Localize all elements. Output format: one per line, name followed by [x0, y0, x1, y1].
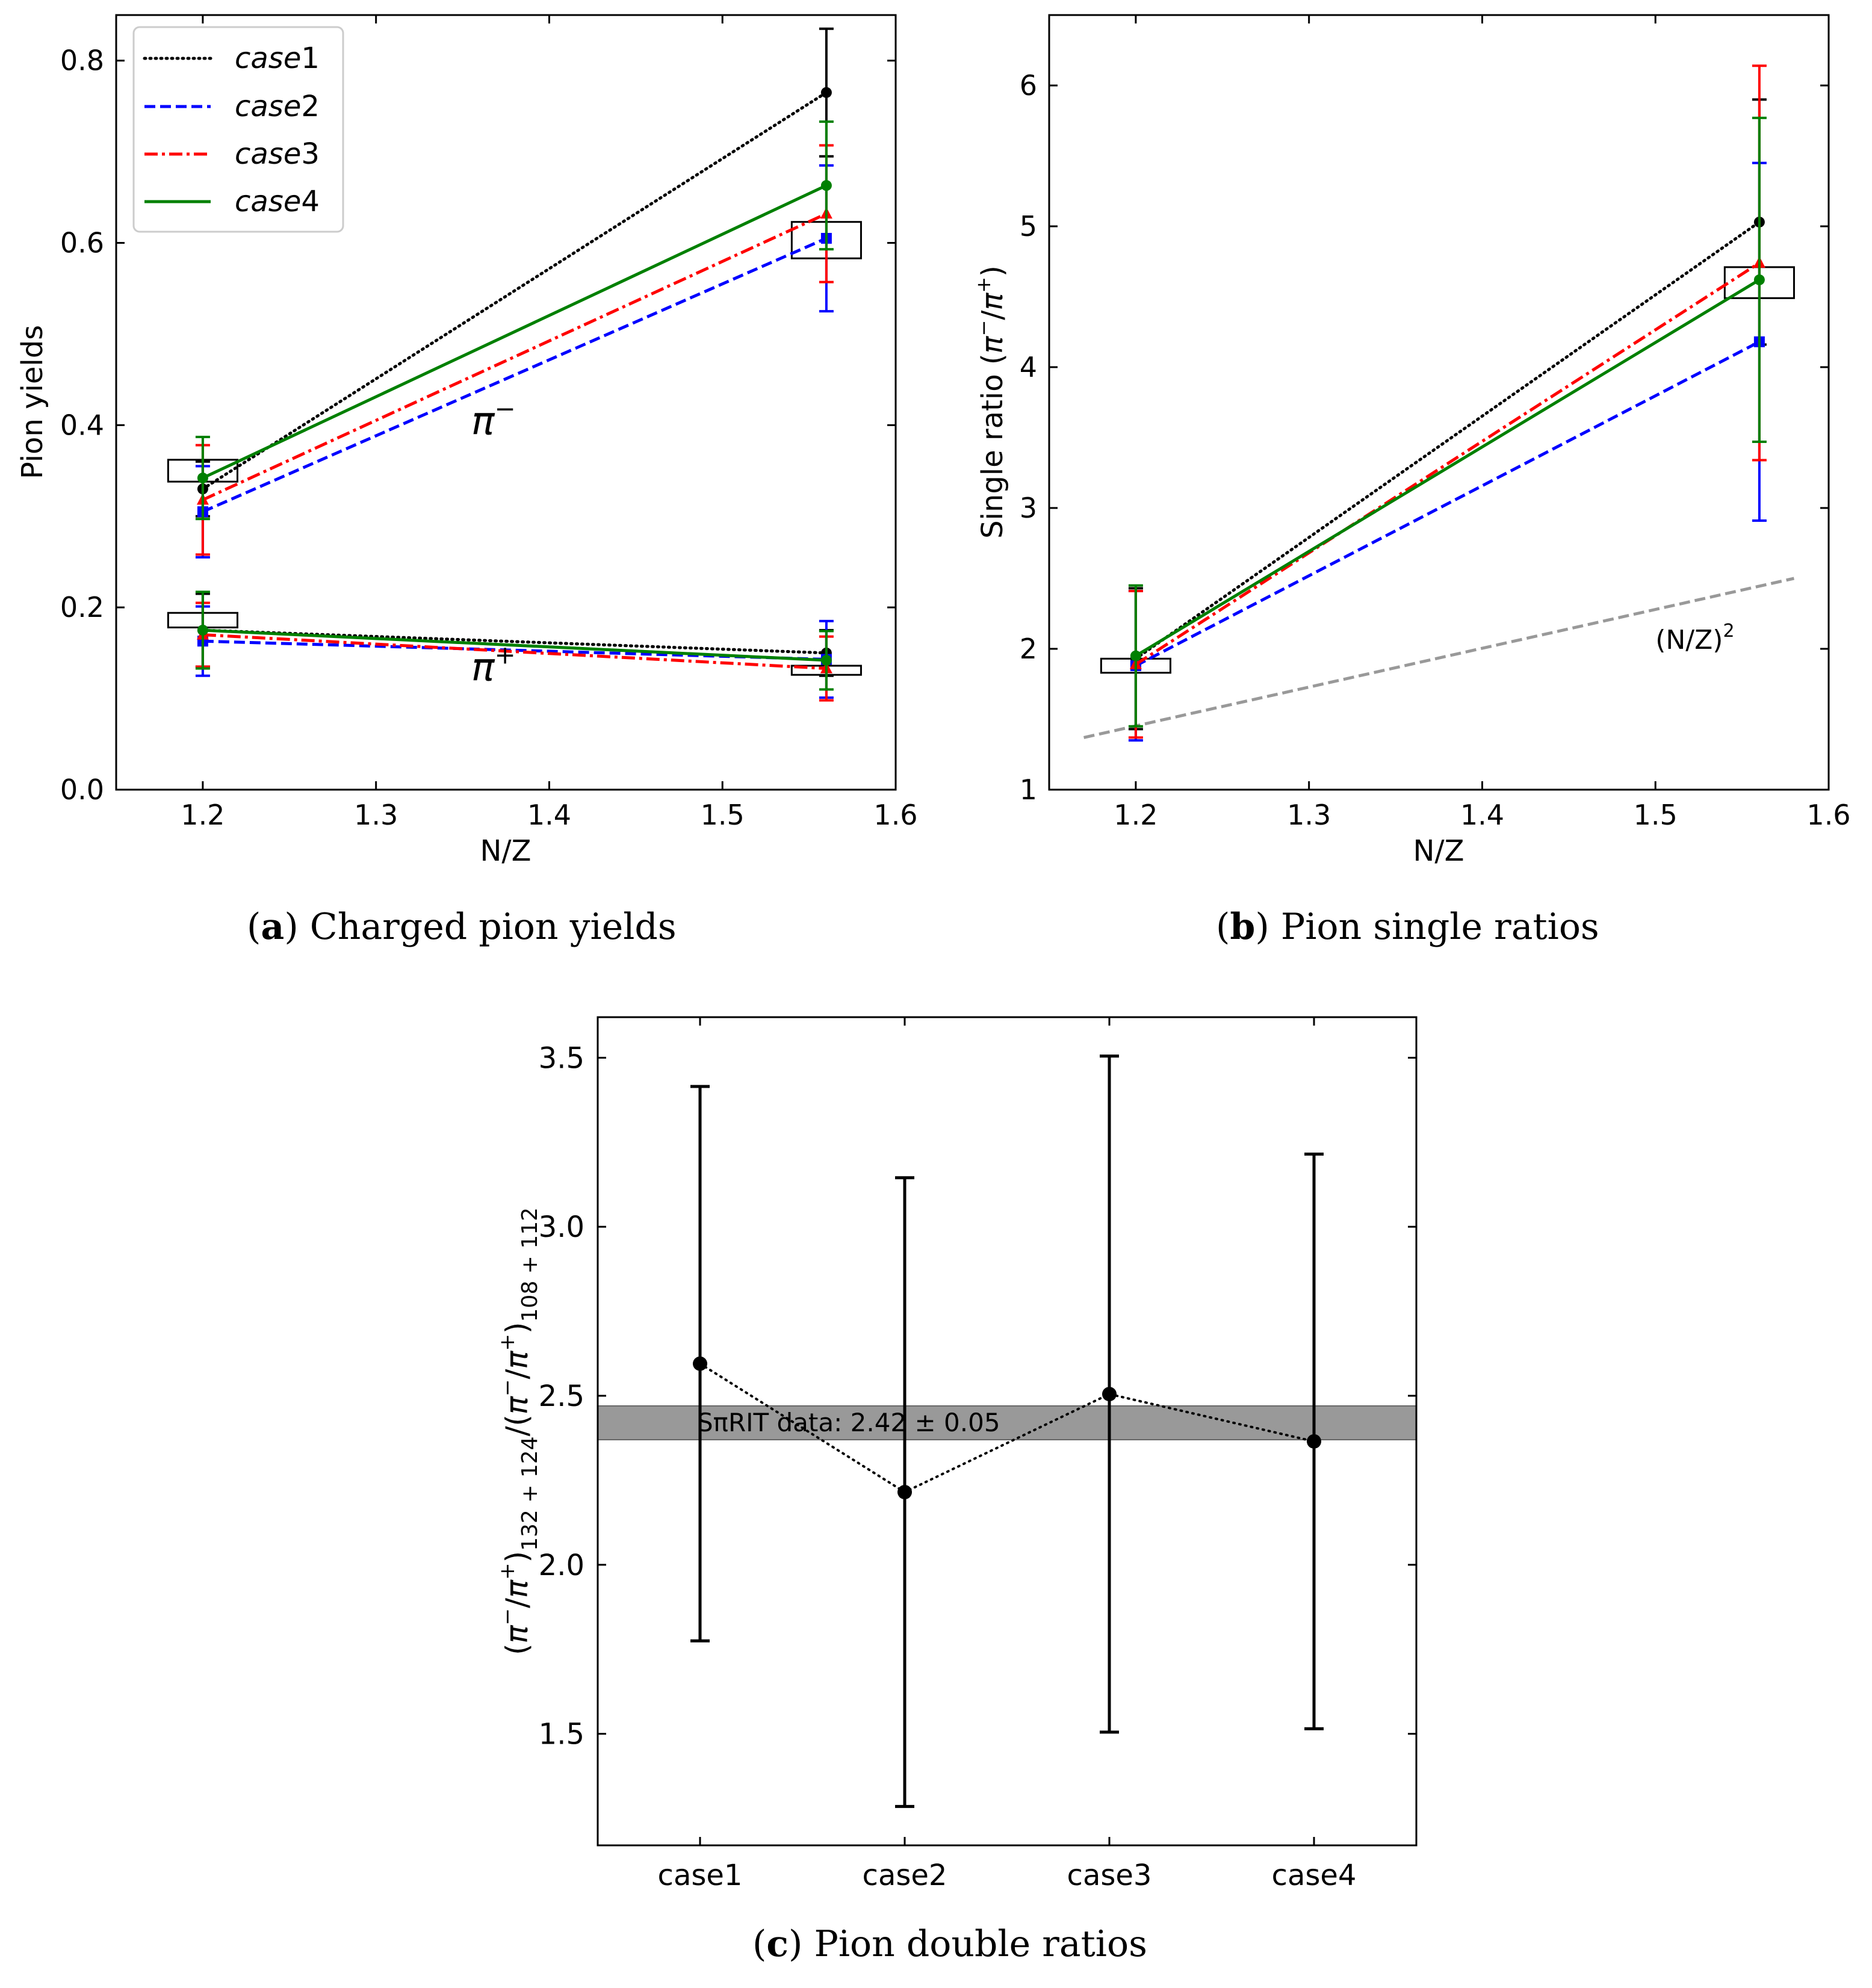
y-tick-label: 0.0: [60, 773, 104, 806]
caption-b: (b) Pion single ratios: [1216, 906, 1599, 948]
panel-c-band-label: SπRIT data: 2.42 ± 0.05: [697, 1408, 1000, 1437]
y-tick-label: 5: [1020, 210, 1037, 243]
y-tick-label: 6: [1020, 69, 1037, 102]
pi-minus-case3-line: [202, 212, 827, 501]
pi-plus-case3-line: [202, 633, 827, 670]
x-tick-label: 1.3: [354, 799, 398, 831]
pi-plus-case4-point: [197, 625, 208, 636]
caption-a: (a) Charged pion yields: [247, 906, 677, 948]
legend-label-case2: case2: [235, 90, 320, 123]
pi-minus-case4-line: [202, 184, 827, 480]
y-tick-label: 3.0: [539, 1210, 584, 1244]
y-tick-label: 2.5: [539, 1380, 584, 1413]
y-tick-label: 2: [1020, 633, 1037, 665]
case4-point: [1307, 1434, 1321, 1449]
panel-b: 1.2 1.3 1.4 1.5 1.6 1 2 3 4 5 6 (N/Z)2 N/Z Single …: [972, 14, 1851, 868]
x-tick-label: case2: [863, 1859, 947, 1892]
panel-b-annotation-nz-squared: (N/Z)2: [1655, 621, 1734, 655]
pi-minus-case4-point: [197, 472, 208, 484]
panel-a-legend: case1 case2 case3 case4: [132, 26, 344, 233]
y-tick-label: 2.0: [539, 1549, 584, 1582]
x-tick-label: case4: [1272, 1859, 1357, 1892]
pi-minus-case2-line: [202, 237, 827, 513]
x-tick-label: 1.5: [1634, 799, 1678, 831]
x-tick-label: 1.6: [873, 799, 917, 831]
panel-c-y-axis-label: (π−/π+)132 + 124/(π−/π+)108 + 112: [495, 1207, 542, 1655]
y-tick-label: 1: [1020, 773, 1037, 806]
case1-point: [693, 1356, 707, 1371]
case2-point: [897, 1485, 912, 1500]
panel-b-x-axis-label: N/Z: [1413, 834, 1464, 868]
panel-a-x-axis-label: N/Z: [480, 834, 532, 868]
y-tick-label: 0.6: [60, 227, 104, 259]
ratio-case4-point: [1130, 650, 1141, 661]
panel-a-annotation-pi-minus: π−: [471, 394, 516, 444]
y-tick-label: 1.5: [539, 1718, 584, 1751]
double-ratio-line: [699, 1362, 1315, 1494]
pi-minus-case1-line: [201, 91, 828, 491]
x-tick-label: case1: [658, 1859, 743, 1892]
pi-minus-case1-point: [820, 87, 832, 98]
y-tick-label: 3: [1020, 492, 1037, 524]
ratio-case4-line: [1135, 278, 1761, 657]
ratio-case2-line: [1135, 340, 1761, 667]
caption-c: (c) Pion double ratios: [752, 1923, 1147, 1965]
legend-label-case4: case4: [235, 185, 320, 218]
x-tick-label: 1.4: [1460, 799, 1504, 831]
pi-minus-case4-point: [820, 180, 832, 191]
legend-label-case3: case3: [235, 137, 320, 171]
ratio-case1-line: [1134, 220, 1761, 660]
panel-b-frame: [1048, 14, 1830, 791]
y-tick-label: 3.5: [539, 1041, 584, 1075]
reference-line-nz-squared: [1083, 577, 1794, 739]
x-tick-label: 1.3: [1287, 799, 1331, 831]
x-tick-label: 1.4: [527, 799, 571, 831]
ratio-case4-point: [1753, 274, 1765, 285]
panel-a-annotation-pi-plus: π+: [471, 640, 516, 690]
panel-c: case1 case2 case3 case4 1.5 2.0 2.5 3.0 3.5 SπRI…: [495, 1016, 1418, 1892]
case3-point: [1102, 1387, 1117, 1402]
x-tick-label: 1.6: [1806, 799, 1850, 831]
pi-plus-case4-point: [820, 654, 832, 666]
legend-label-case1: case1: [235, 42, 320, 75]
ratio-case3-line: [1135, 261, 1761, 666]
x-tick-label: 1.5: [701, 799, 745, 831]
x-tick-label: 1.2: [181, 799, 225, 831]
y-tick-label: 0.4: [60, 409, 104, 441]
panel-a-frame: [115, 14, 897, 791]
y-tick-label: 4: [1020, 351, 1037, 383]
x-tick-label: case3: [1067, 1859, 1152, 1892]
legend-frame: [132, 26, 344, 233]
pi-plus-case4-line: [202, 628, 827, 662]
panel-a: 1.2 1.3 1.4 1.5 1.6 0.0 0.2 0.4 0.6 0.8 case1 cas…: [16, 14, 918, 868]
panel-a-y-axis-label: Pion yields: [16, 325, 49, 479]
y-tick-label: 0.8: [60, 45, 104, 77]
y-tick-label: 0.2: [60, 591, 104, 624]
panel-b-y-axis-label: Single ratio (π−/π+): [972, 265, 1009, 539]
panel-c-frame: [597, 1016, 1418, 1847]
x-tick-label: 1.2: [1114, 799, 1158, 831]
